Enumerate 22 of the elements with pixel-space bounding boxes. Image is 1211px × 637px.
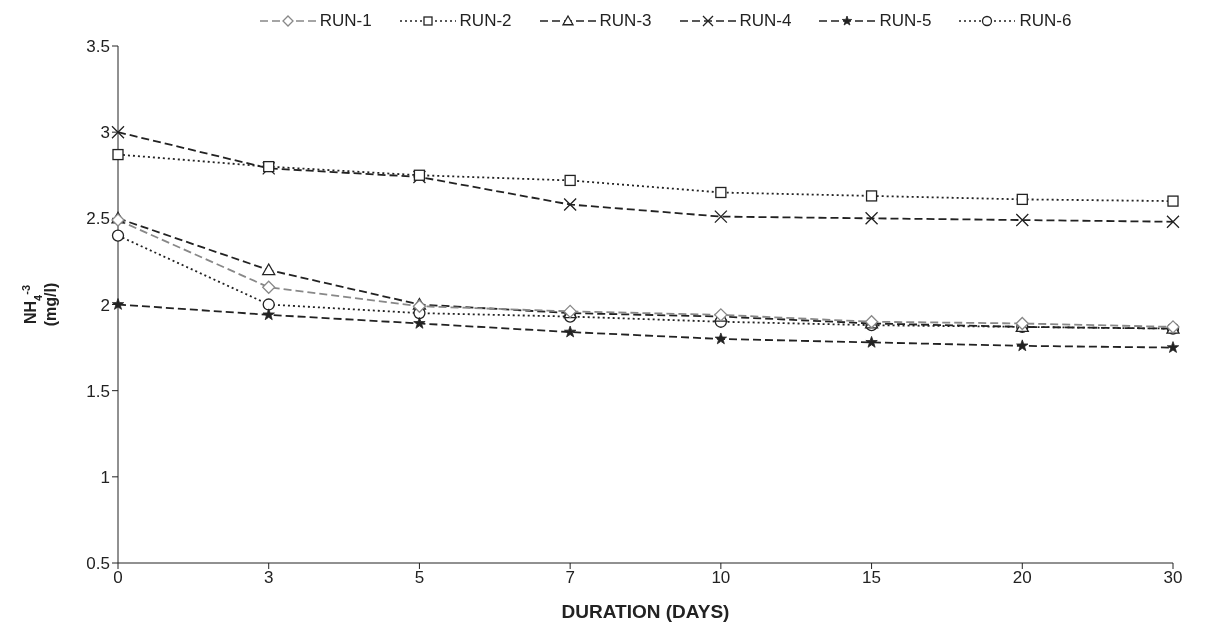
y-tick-label: 2 bbox=[100, 295, 110, 315]
x-tick-label: 10 bbox=[711, 568, 731, 588]
legend-label: RUN-3 bbox=[599, 11, 652, 31]
x-tick-label: 7 bbox=[565, 568, 575, 588]
y-tick-label: 3.5 bbox=[86, 37, 110, 57]
x-tick-label: 30 bbox=[1163, 568, 1183, 588]
x-tick-label: 5 bbox=[414, 568, 425, 588]
legend-label: RUN-1 bbox=[319, 11, 372, 31]
x-tick-label: 3 bbox=[263, 568, 274, 588]
y-tick-label: 1 bbox=[100, 467, 110, 487]
y-tick-label: 1.5 bbox=[86, 381, 110, 401]
y-tick-label: 0.5 bbox=[86, 554, 110, 574]
legend-label: RUN-5 bbox=[879, 11, 932, 31]
y-tick-label: 2.5 bbox=[86, 209, 110, 229]
x-tick-label: 15 bbox=[862, 568, 882, 588]
x-tick-label: 0 bbox=[113, 568, 123, 588]
legend-label: RUN-6 bbox=[1019, 11, 1072, 31]
x-axis-title: DURATION (DAYS) bbox=[561, 601, 730, 622]
legend-label: RUN-2 bbox=[459, 11, 512, 31]
x-tick-label: 20 bbox=[1012, 568, 1032, 588]
y-tick-label: 3 bbox=[100, 123, 110, 143]
legend-label: RUN-4 bbox=[739, 11, 792, 31]
